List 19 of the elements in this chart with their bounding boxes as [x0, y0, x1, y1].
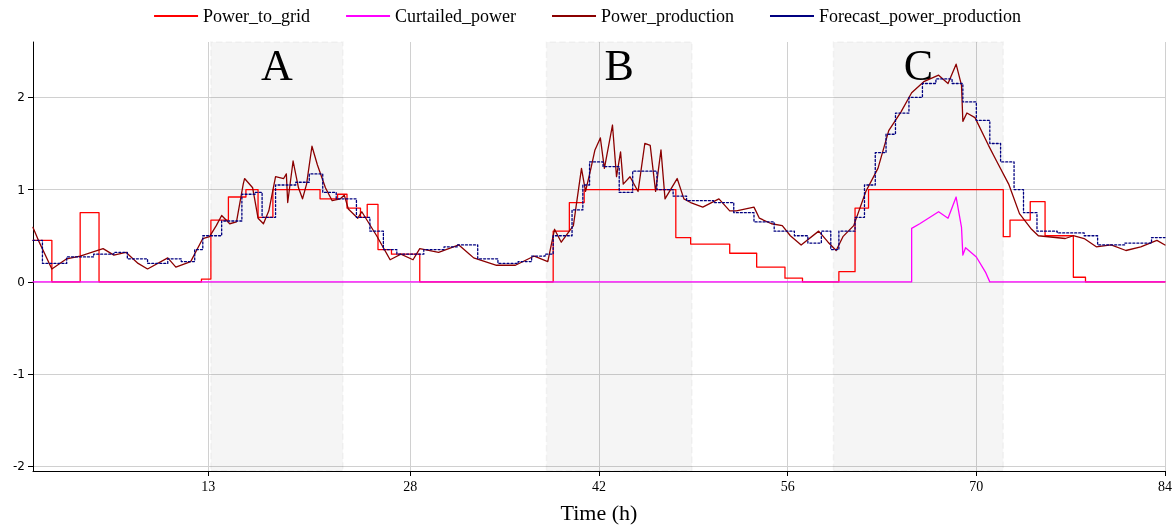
legend-label: Forecast_power_production: [818, 6, 1021, 26]
legend-label: Curtailed_power: [395, 6, 517, 26]
legend-label: Power_production: [601, 6, 734, 26]
band-label: C: [903, 40, 934, 90]
x-tick-label: 28: [403, 478, 418, 494]
x-axis-title: Time (h): [560, 499, 638, 525]
band-label: A: [261, 40, 294, 90]
x-tick-label: 84: [1158, 478, 1172, 494]
y-tick-label: 1: [17, 182, 25, 197]
x-tick-label: 56: [780, 478, 795, 494]
legend-label: Power_to_grid: [203, 6, 311, 26]
y-tick-label: 2: [17, 90, 25, 105]
x-tick-label: 42: [592, 478, 606, 494]
y-tick-label: 0: [17, 274, 25, 289]
y-tick-label: -2: [13, 459, 25, 474]
x-tick-label: 70: [969, 478, 984, 494]
x-tick-label: 13: [201, 478, 216, 494]
y-tick-label: -1: [13, 367, 25, 382]
band-label: B: [604, 40, 634, 90]
